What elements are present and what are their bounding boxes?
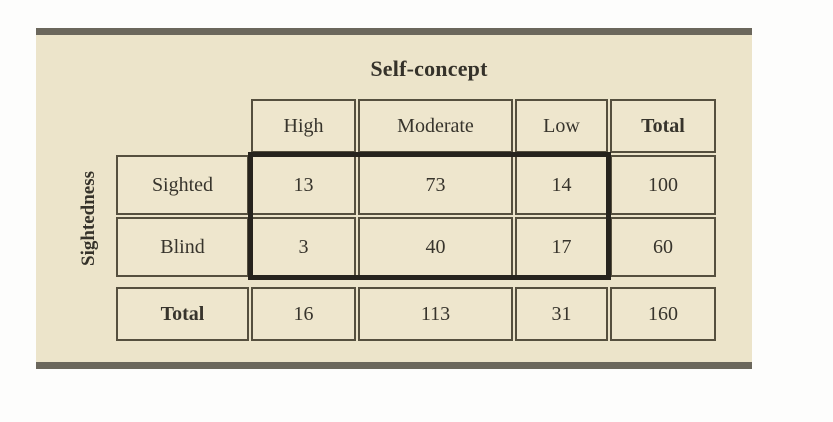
col-header-low: Low <box>515 99 608 153</box>
col-header-high: High <box>251 99 356 153</box>
cell-sighted-low: 14 <box>515 155 608 215</box>
cell-total-total: 160 <box>610 287 716 341</box>
column-axis-title: Self-concept <box>370 56 488 81</box>
cell-total-high: 16 <box>251 287 356 341</box>
col-header-total: Total <box>610 99 716 153</box>
row-axis-title: Sightedness <box>78 170 99 266</box>
cell-total-low: 31 <box>515 287 608 341</box>
col-header-moderate: Moderate <box>358 99 513 153</box>
cell-blind-high: 3 <box>251 217 356 277</box>
cell-sighted-moderate: 73 <box>358 155 513 215</box>
row-spacer <box>610 279 716 285</box>
cell-blind-total: 60 <box>610 217 716 277</box>
row-label-sighted: Sighted <box>116 155 249 215</box>
row-spacer <box>358 279 513 285</box>
table-panel: Self-concept Sightedness High Moderate L… <box>36 28 752 369</box>
row-label-total: Total <box>116 287 249 341</box>
row-spacer <box>515 279 608 285</box>
cell-blind-low: 17 <box>515 217 608 277</box>
cell-sighted-high: 13 <box>251 155 356 215</box>
row-label-blind: Blind <box>116 217 249 277</box>
cell-total-moderate: 113 <box>358 287 513 341</box>
cell-sighted-total: 100 <box>610 155 716 215</box>
row-spacer <box>251 279 356 285</box>
corner-spacer <box>116 99 249 153</box>
contingency-table: High Moderate Low Total Sighted 13 73 14… <box>116 99 716 341</box>
cell-blind-moderate: 40 <box>358 217 513 277</box>
row-spacer <box>116 279 249 285</box>
